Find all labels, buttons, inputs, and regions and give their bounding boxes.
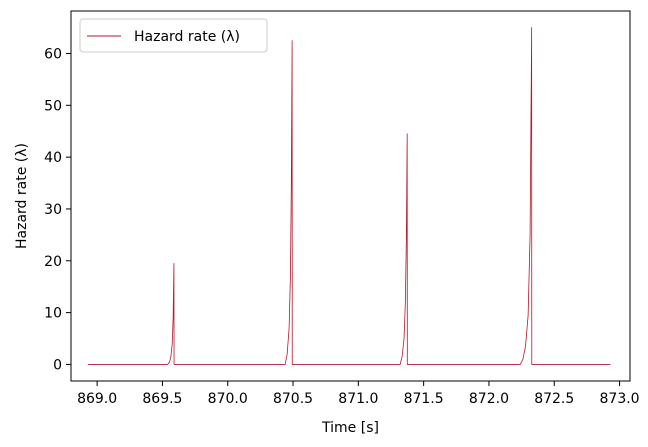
x-tick-label: 870.5 xyxy=(273,391,313,407)
y-tick-label: 60 xyxy=(44,46,62,62)
x-tick-label: 872.0 xyxy=(469,391,509,407)
x-axis: 869.0 869.5 870.0 870.5 871.0 871.5 872.0 872.5… xyxy=(77,381,640,407)
y-tick-label: 10 xyxy=(44,306,62,322)
series-layer xyxy=(87,27,611,365)
x-axis-label: Time [s] xyxy=(321,420,379,436)
y-tick-label: 50 xyxy=(44,98,62,114)
x-tick-label: 869.0 xyxy=(77,391,117,407)
x-tick-label: 871.5 xyxy=(404,391,444,407)
x-tick-label: 873.0 xyxy=(600,391,640,407)
x-tick-label: 869.5 xyxy=(142,391,182,407)
plot-frame xyxy=(70,10,631,382)
y-tick-label: 40 xyxy=(44,150,62,166)
plot-area xyxy=(70,10,631,382)
y-axis-label: Hazard rate (λ) xyxy=(14,143,30,249)
x-tick-label: 870.0 xyxy=(208,391,248,407)
y-axis: 0 10 20 30 40 50 60 xyxy=(44,46,71,373)
y-tick-label: 0 xyxy=(53,357,62,373)
y-tick-label: 20 xyxy=(44,254,62,270)
legend: Hazard rate (λ) xyxy=(79,18,268,53)
plot-background xyxy=(71,11,630,381)
x-tick-label: 871.0 xyxy=(338,391,378,407)
series-line-0 xyxy=(87,27,611,365)
legend-box xyxy=(79,18,268,53)
y-tick-label: 30 xyxy=(44,202,62,218)
legend-label: Hazard rate (λ) xyxy=(134,29,240,45)
x-tick-label: 872.5 xyxy=(534,391,574,407)
